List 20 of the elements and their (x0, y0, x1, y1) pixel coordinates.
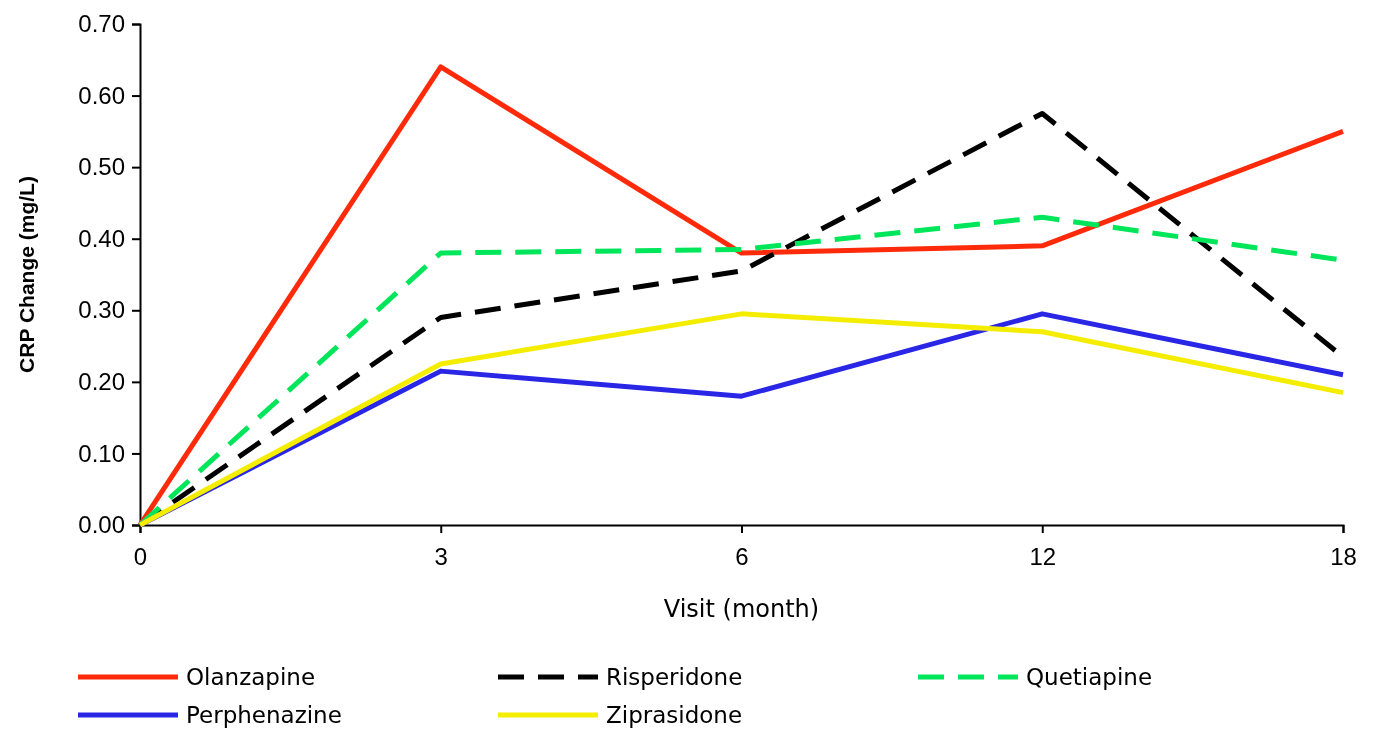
y-tick-label: 0.50 (78, 153, 125, 181)
x-tick-label: 3 (434, 542, 448, 570)
x-axis-title: Visit (month) (663, 595, 820, 623)
y-tick-label: 0.10 (78, 439, 125, 467)
y-tick-label: 0.30 (78, 296, 125, 324)
y-tick-label: 0.70 (78, 10, 125, 38)
y-tick-label: 0.20 (78, 368, 125, 396)
legend-label: Perphenazine (186, 702, 342, 728)
y-tick-label: 0.40 (78, 224, 125, 252)
legend-label: Ziprasidone (606, 702, 743, 728)
x-tick-label: 18 (1330, 542, 1357, 570)
legend-label: Olanzapine (186, 664, 316, 690)
legend-label: Quetiapine (1026, 664, 1153, 690)
x-tick-label: 0 (133, 542, 148, 570)
x-tick-label: 6 (735, 542, 749, 570)
x-tick-label: 12 (1029, 542, 1057, 570)
y-tick-label: 0.00 (78, 511, 125, 539)
y-axis-title: CRP Change (mg/L) (15, 176, 38, 373)
y-tick-label: 0.60 (78, 81, 125, 109)
legend-label: Risperidone (606, 664, 743, 690)
